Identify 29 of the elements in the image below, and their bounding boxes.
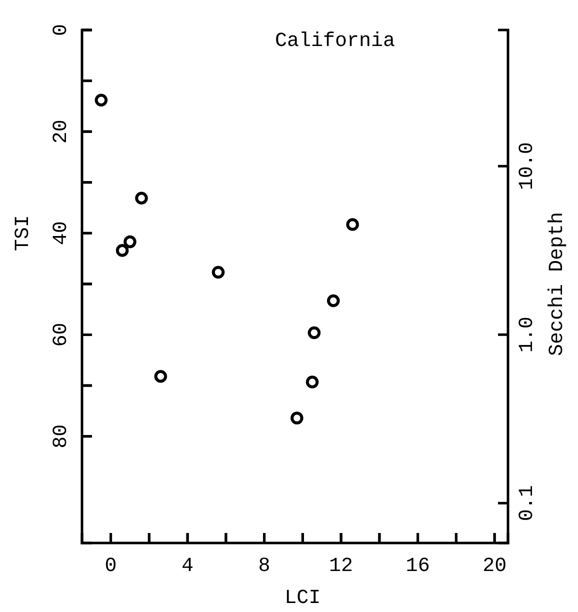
y2-tick-label: 0.1 [516,485,539,522]
x-tick-label: 12 [329,555,354,578]
point [116,244,129,257]
x-tick-label: 0 [104,555,117,578]
chart-title: California [274,30,396,53]
y-tick-label: 40 [50,221,73,246]
point [290,412,304,424]
y2-tick-label: 10.0 [516,142,539,190]
point [154,370,168,383]
point [346,218,359,231]
y-axis-title: TSI [12,215,35,252]
y-tick-label: 20 [50,120,73,144]
point [94,94,108,106]
point [306,376,319,388]
point [308,326,321,340]
x-tick-label: 4 [182,555,194,578]
x-tick-label: 20 [482,555,507,578]
x-tick-label: 8 [258,555,270,578]
x-axis-title: LCI [284,587,321,610]
y-tick-label: 0 [50,24,73,36]
y2-axis-title: Secchi Depth [546,212,569,356]
point [212,266,225,279]
y-tick-label: 60 [50,322,73,347]
point [124,235,136,248]
point [326,294,340,308]
y-tick-label: 80 [50,424,73,448]
y2-tick-label: 1.0 [516,316,539,353]
point [135,192,148,204]
x-tick-label: 16 [406,555,430,578]
